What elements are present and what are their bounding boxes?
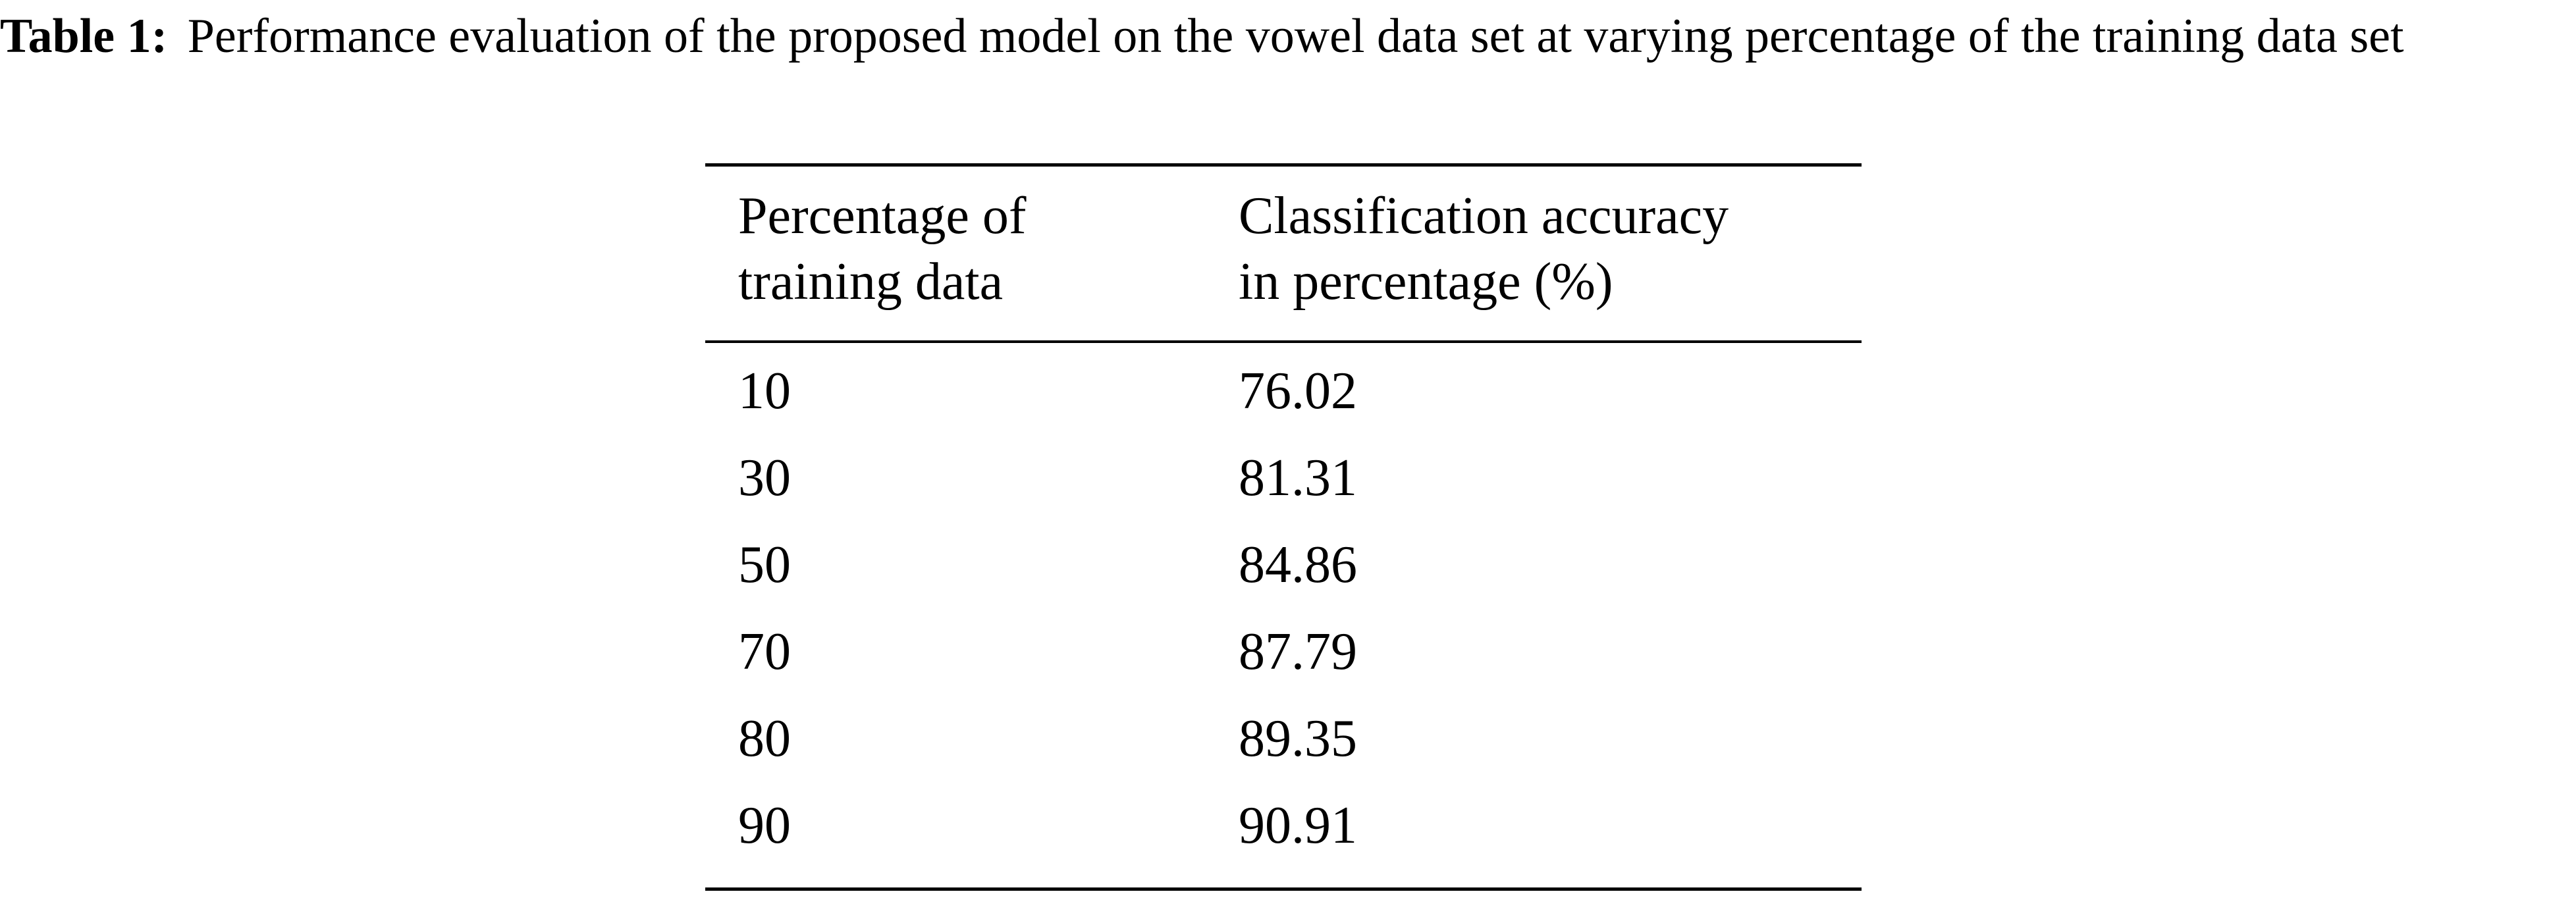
caption-label: Table 1:: [0, 9, 168, 63]
header-classification-accuracy: Classification accuracy in percentage (%…: [1239, 183, 1765, 315]
table-row: 10 76.02: [705, 348, 1862, 435]
cell-accuracy: 81.31: [1239, 449, 1357, 507]
table-caption: Table 1: Performance evaluation of the p…: [0, 0, 2576, 72]
header-line: training data: [738, 253, 1004, 311]
table-header-rule: [705, 340, 1862, 343]
cell-accuracy: 89.35: [1239, 710, 1357, 768]
cell-training: 10: [738, 362, 791, 420]
caption-text: Performance evaluation of the proposed m…: [187, 9, 2404, 63]
header-line: Percentage of: [738, 187, 1027, 245]
table-bottom-rule: [705, 887, 1862, 891]
cell-accuracy: 84.86: [1239, 536, 1357, 594]
table-row: 50 84.86: [705, 521, 1862, 608]
table-top-rule: [705, 163, 1862, 167]
table-row: 80 89.35: [705, 695, 1862, 782]
cell-training: 30: [738, 449, 791, 507]
header-training-percentage: Percentage of training data: [738, 183, 1265, 315]
table-row: 30 81.31: [705, 435, 1862, 521]
cell-accuracy: 76.02: [1239, 362, 1357, 420]
cell-training: 90: [738, 797, 791, 855]
cell-training: 70: [738, 623, 791, 681]
cell-accuracy: 87.79: [1239, 623, 1357, 681]
header-line: Classification accuracy: [1239, 187, 1729, 245]
cell-training: 80: [738, 710, 791, 768]
cell-training: 50: [738, 536, 791, 594]
table-row: 70 87.79: [705, 608, 1862, 695]
header-line: in percentage (%): [1239, 253, 1613, 311]
cell-accuracy: 90.91: [1239, 797, 1357, 855]
table-row: 90 90.91: [705, 782, 1862, 869]
